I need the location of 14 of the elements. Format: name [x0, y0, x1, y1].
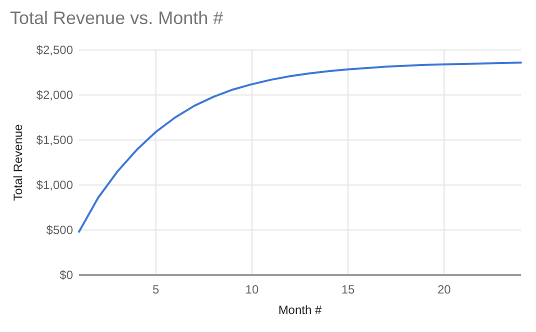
chart-title: Total Revenue vs. Month # — [10, 8, 224, 28]
y-axis-title: Total Revenue — [11, 124, 25, 201]
y-tick-label: $2,500 — [36, 42, 74, 57]
x-tick-label: 15 — [341, 282, 356, 297]
y-tick-label: $1,000 — [36, 178, 74, 192]
x-tick-label: 10 — [245, 282, 259, 297]
x-tick-label: 5 — [152, 282, 160, 297]
x-tick-label: 20 — [437, 282, 452, 297]
x-axis-title: Month # — [278, 303, 322, 317]
y-tick-label: $0 — [60, 268, 74, 282]
y-tick-label: $1,500 — [36, 132, 74, 147]
y-tick-label: $500 — [46, 222, 74, 237]
line-series — [78, 62, 522, 233]
y-tick-label: $2,000 — [36, 88, 74, 102]
